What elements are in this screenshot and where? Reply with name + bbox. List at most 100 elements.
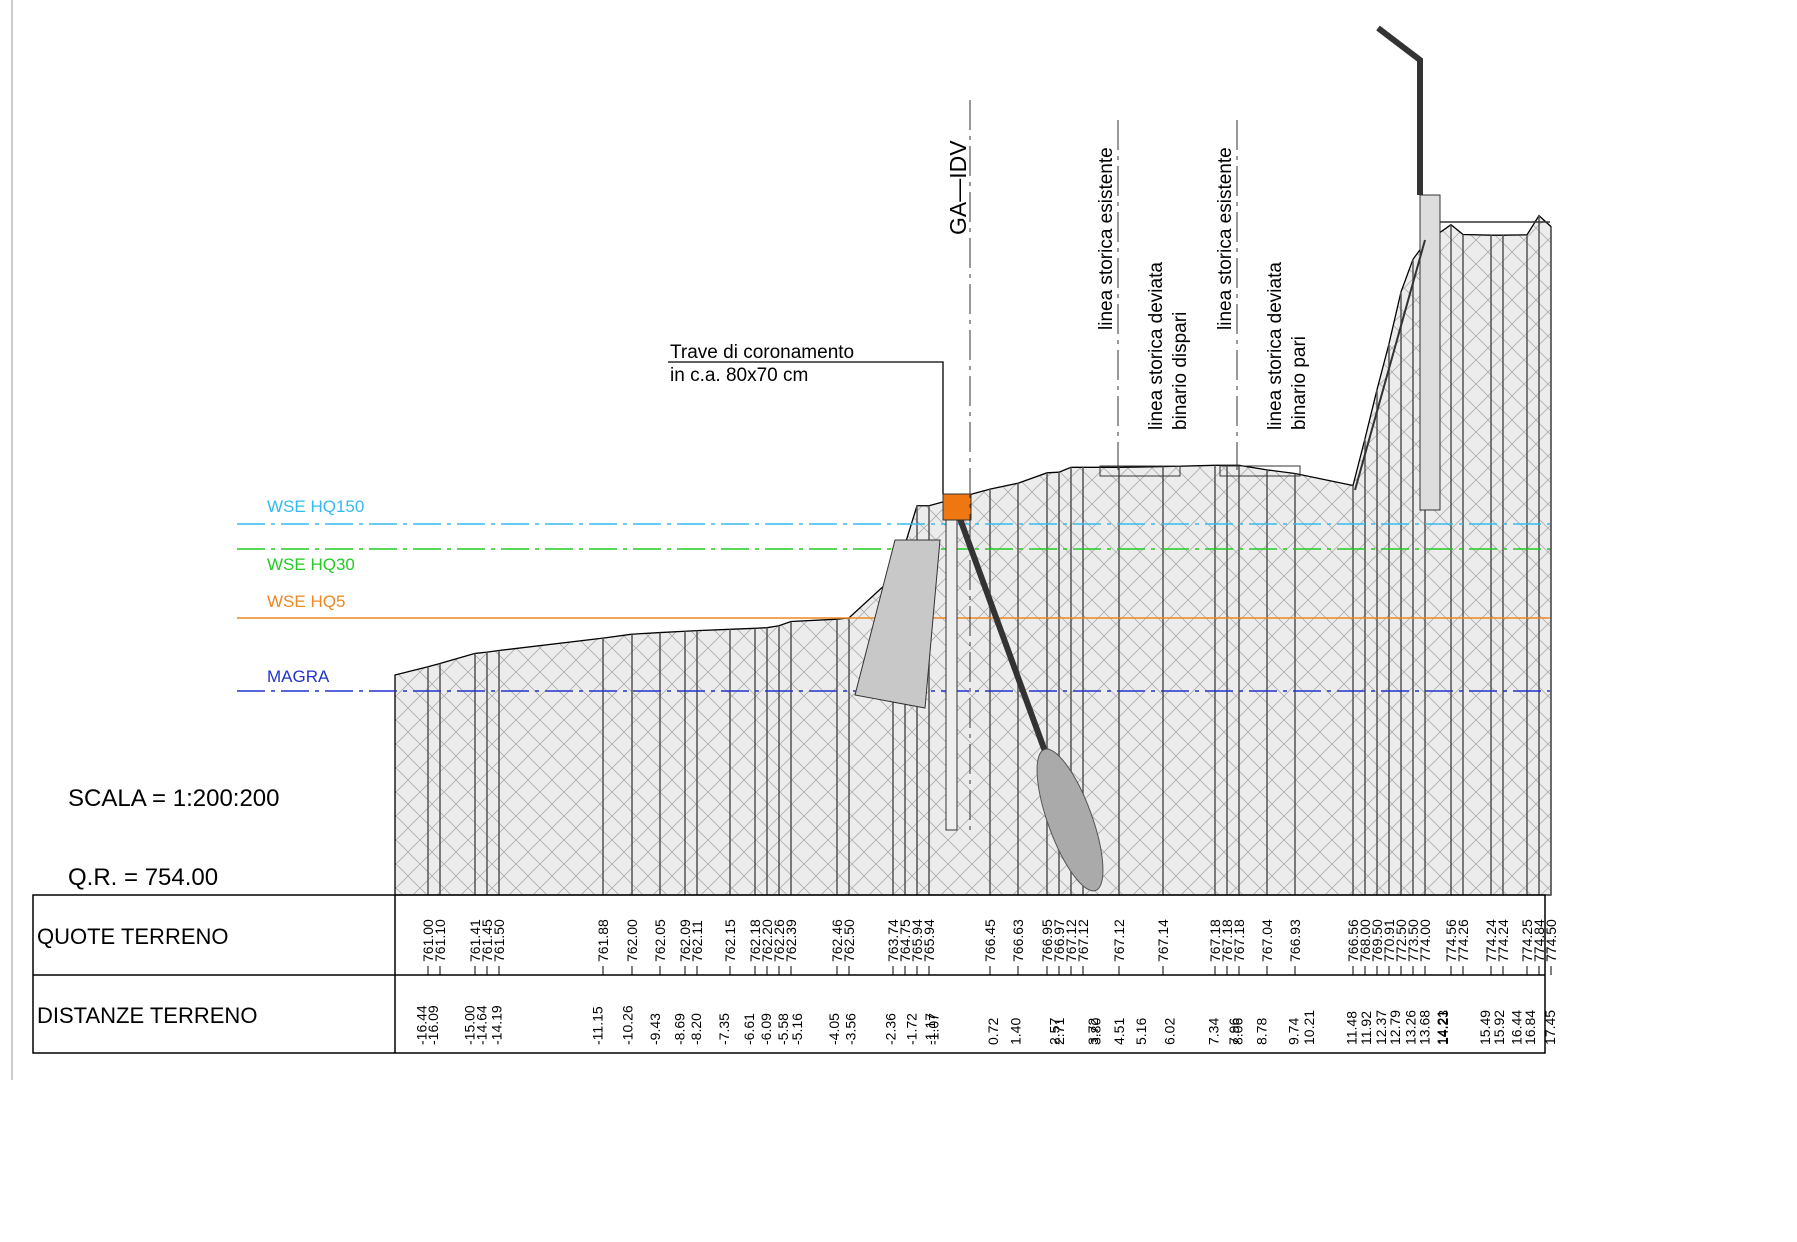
wall bbox=[1419, 194, 1441, 511]
distance-value: 16.44 bbox=[1508, 1010, 1524, 1045]
distance-value: -6.09 bbox=[758, 1013, 774, 1045]
elevation-value: 761.00 bbox=[420, 919, 436, 962]
distance-value: 2.57 bbox=[1047, 1018, 1063, 1045]
elevation-value: 765.94 bbox=[921, 919, 937, 962]
anchor-bulb bbox=[1036, 748, 1104, 892]
elevation-value: 762.46 bbox=[829, 919, 845, 962]
elevation-value: 774.56 bbox=[1443, 919, 1459, 962]
elevation-value: 766.97 bbox=[1051, 919, 1067, 962]
distance-value: 10.21 bbox=[1301, 1010, 1317, 1045]
distance-value: 0.72 bbox=[985, 1018, 1001, 1045]
wse150-label: WSE HQ150 bbox=[267, 497, 364, 516]
distance-value: 3.72 bbox=[1085, 1018, 1101, 1045]
distance-value: 2.71 bbox=[1051, 1018, 1067, 1045]
distance-value: -5.58 bbox=[775, 1013, 791, 1045]
magra-label: MAGRA bbox=[267, 667, 330, 686]
elevation-value: 774.00 bbox=[1417, 919, 1433, 962]
elevation-value: 767.12 bbox=[1075, 919, 1091, 962]
elevation-value: 762.15 bbox=[722, 919, 738, 962]
track2-label: linea storica esistente bbox=[1215, 147, 1236, 330]
distance-value: -2.36 bbox=[882, 1013, 898, 1045]
track2-dev-label-2: binario pari bbox=[1289, 336, 1310, 430]
distance-value: 3.80 bbox=[1088, 1018, 1104, 1045]
distance-value: 13.68 bbox=[1417, 1010, 1433, 1045]
distance-value: -1.72 bbox=[904, 1013, 920, 1045]
pile bbox=[945, 499, 958, 831]
elevation-value: 767.14 bbox=[1155, 919, 1171, 962]
elevation-value: 762.11 bbox=[689, 920, 705, 962]
beam-label-2: in c.a. 80x70 cm bbox=[670, 365, 808, 386]
distance-value: -14.64 bbox=[473, 1005, 489, 1045]
elevation-value: 767.18 bbox=[1231, 919, 1247, 962]
distance-value: -3.56 bbox=[842, 1013, 858, 1045]
elevation-value: 762.26 bbox=[771, 919, 787, 962]
distance-value: -6.61 bbox=[741, 1013, 757, 1045]
distance-value: 15.92 bbox=[1491, 1010, 1507, 1045]
distance-value: 5.16 bbox=[1133, 1018, 1149, 1045]
axis-label: GA—IDV bbox=[945, 140, 971, 235]
elevation-value: 761.50 bbox=[491, 919, 507, 962]
distance-value: 12.37 bbox=[1373, 1010, 1389, 1045]
elevation-value: 762.20 bbox=[759, 919, 775, 962]
row-header: DISTANZE TERRENO bbox=[37, 1003, 257, 1028]
elevation-value: 762.00 bbox=[624, 919, 640, 962]
distance-value: -8.20 bbox=[688, 1013, 704, 1045]
distance-value: -16.44 bbox=[414, 1005, 430, 1045]
elevation-value: 774.84 bbox=[1531, 919, 1547, 962]
scale-label: SCALA = 1:200:200 bbox=[68, 785, 280, 812]
table-frame bbox=[32, 894, 1546, 1054]
elevation-value: 763.74 bbox=[885, 919, 901, 962]
distance-value: 14.23 bbox=[1435, 1010, 1451, 1045]
elevation-value: 764.75 bbox=[897, 919, 913, 962]
elevation-value: 768.00 bbox=[1357, 919, 1373, 962]
track1-dev-label-2: binario dispari bbox=[1170, 312, 1191, 430]
elevation-value: 765.94 bbox=[909, 919, 925, 962]
elevation-value: 762.18 bbox=[747, 919, 763, 962]
distance-value: -11.15 bbox=[590, 1006, 606, 1045]
distance-value: 11.48 bbox=[1343, 1011, 1359, 1045]
elevation-value: 767.18 bbox=[1219, 919, 1235, 962]
distance-value: -7.35 bbox=[716, 1013, 732, 1045]
beam-leader bbox=[668, 361, 944, 494]
distance-value: -15.00 bbox=[462, 1005, 478, 1045]
distance-value: 16.84 bbox=[1522, 1010, 1538, 1045]
distance-value: 12.79 bbox=[1387, 1010, 1403, 1045]
elevation-value: 766.56 bbox=[1345, 919, 1361, 962]
distance-value: 15.49 bbox=[1477, 1010, 1493, 1045]
distance-value: 17.45 bbox=[1542, 1010, 1558, 1045]
elevation-value: 767.18 bbox=[1207, 919, 1223, 962]
elevation-value: 774.50 bbox=[1543, 919, 1559, 962]
grout-body bbox=[854, 539, 941, 709]
elevation-value: 762.39 bbox=[783, 919, 799, 962]
distance-value: -5.16 bbox=[789, 1013, 805, 1045]
track1-dev-label: linea storica deviata bbox=[1146, 262, 1167, 430]
elevation-value: 769.50 bbox=[1369, 919, 1385, 962]
row-header: QUOTE TERRENO bbox=[37, 924, 229, 949]
elevation-value: 767.12 bbox=[1063, 919, 1079, 962]
wse5-label: WSE HQ5 bbox=[267, 592, 345, 611]
elevation-value: 761.45 bbox=[479, 919, 495, 962]
distance-value: 4.51 bbox=[1111, 1018, 1127, 1045]
distance-value: -4.05 bbox=[826, 1013, 842, 1045]
distance-value: 8.78 bbox=[1253, 1018, 1269, 1045]
elevation-value: 761.41 bbox=[467, 919, 483, 962]
distance-value: -14.19 bbox=[488, 1005, 504, 1045]
track1-label: linea storica esistente bbox=[1096, 147, 1117, 330]
elevation-value: 766.95 bbox=[1039, 919, 1055, 962]
distance-value: -1.17 bbox=[922, 1013, 938, 1045]
distance-value: 6.02 bbox=[1161, 1018, 1177, 1045]
distance-value: 7.96 bbox=[1226, 1018, 1242, 1045]
distance-value: 1.40 bbox=[1008, 1018, 1024, 1045]
distance-value: 7.34 bbox=[1205, 1018, 1221, 1045]
distance-value: 9.74 bbox=[1285, 1018, 1301, 1045]
track1 bbox=[1099, 465, 1181, 477]
barrier bbox=[1376, 25, 1423, 195]
wse30-label: WSE HQ30 bbox=[267, 555, 355, 574]
elevation-value: 762.05 bbox=[652, 919, 668, 962]
elevation-value: 761.10 bbox=[432, 919, 448, 962]
elevation-value: 774.24 bbox=[1495, 919, 1511, 962]
elevation-value: 770.91 bbox=[1381, 919, 1397, 962]
distance-value: 13.26 bbox=[1403, 1010, 1419, 1045]
